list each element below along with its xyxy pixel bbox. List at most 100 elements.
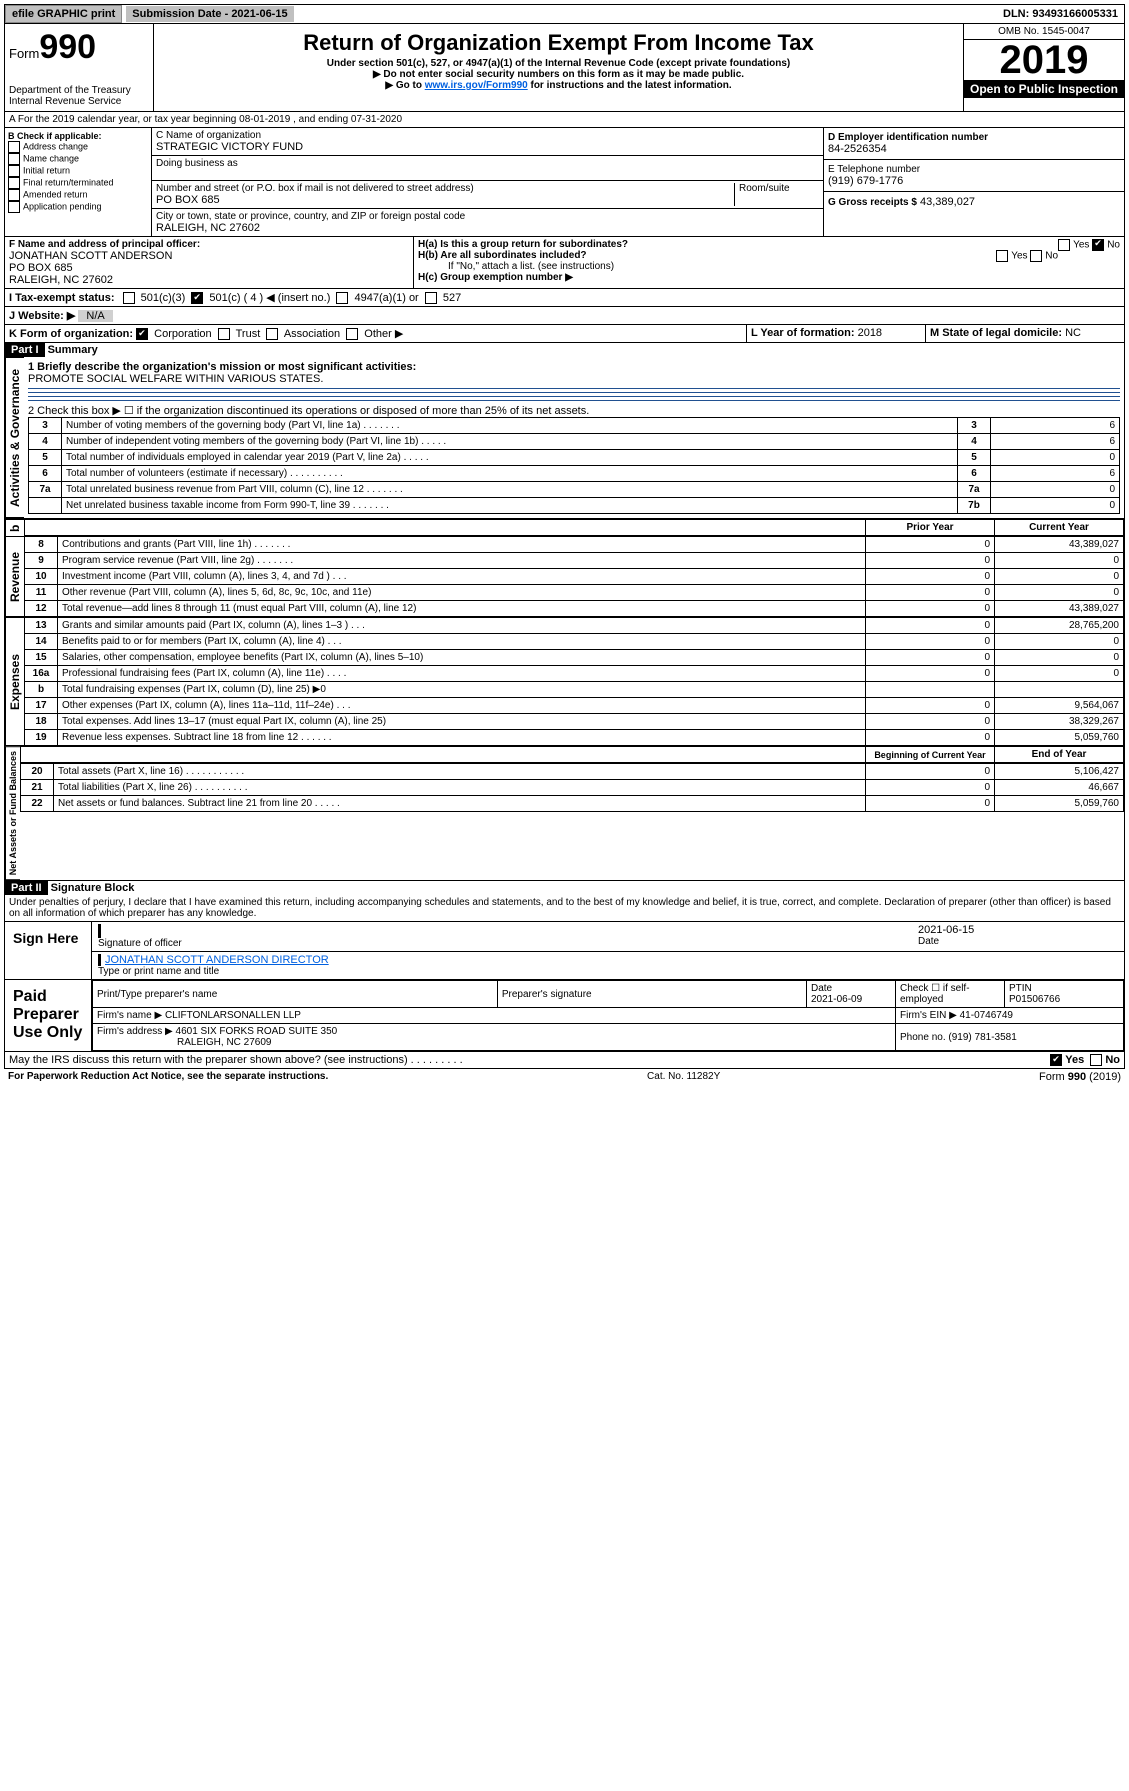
officer-city: RALEIGH, NC 27602 (9, 274, 409, 286)
table-row: 19Revenue less expenses. Subtract line 1… (25, 730, 1124, 746)
name-title-label: Type or print name and title (98, 966, 329, 977)
k-opt-checkbox[interactable] (218, 328, 230, 340)
part2-title: Signature Block (51, 882, 135, 894)
table-row: 11Other revenue (Part VIII, column (A), … (25, 585, 1124, 601)
ha-yes-checkbox[interactable] (1058, 239, 1070, 251)
ein: 84-2526354 (828, 143, 1120, 155)
footer: For Paperwork Reduction Act Notice, see … (4, 1069, 1125, 1085)
table-row: 9Program service revenue (Part VIII, lin… (25, 553, 1124, 569)
officer-addr: PO BOX 685 (9, 262, 409, 274)
b-check-item[interactable]: Initial return (8, 165, 148, 177)
i-opt-checkbox[interactable] (123, 292, 135, 304)
table-row: 3Number of voting members of the governi… (29, 418, 1120, 434)
part2-header: Part II (5, 881, 48, 895)
b-label: B Check if applicable: (8, 131, 148, 141)
discuss-question: May the IRS discuss this return with the… (9, 1054, 463, 1066)
q1-label: 1 Briefly describe the organization's mi… (28, 361, 416, 373)
table-row: 6Total number of volunteers (estimate if… (29, 466, 1120, 482)
subtitle-2: ▶ Do not enter social security numbers o… (158, 69, 959, 80)
self-employed-check[interactable]: Check ☐ if self-employed (896, 981, 1005, 1008)
mission-text: PROMOTE SOCIAL WELFARE WITHIN VARIOUS ST… (28, 373, 1120, 385)
table-row: Net unrelated business taxable income fr… (29, 498, 1120, 514)
k-opt-checkbox[interactable] (266, 328, 278, 340)
form-label: Form (9, 46, 39, 61)
sign-here-block: Sign Here Signature of officer2021-06-15… (4, 922, 1125, 980)
dept-label: Department of the Treasury Internal Reve… (9, 85, 149, 107)
i-opt-checkbox[interactable] (191, 292, 203, 304)
entity-block: B Check if applicable: Address changeNam… (4, 128, 1125, 237)
discuss-yes-checkbox[interactable] (1050, 1054, 1062, 1066)
table-row: 18Total expenses. Add lines 13–17 (must … (25, 714, 1124, 730)
subtitle-1: Under section 501(c), 527, or 4947(a)(1)… (158, 58, 959, 69)
submission-date: Submission Date - 2021-06-15 (126, 6, 293, 22)
perjury-statement: Under penalties of perjury, I declare th… (5, 895, 1124, 921)
k-label: K Form of organization: (9, 328, 133, 340)
j-label: J Website: ▶ (9, 310, 75, 322)
phone: (919) 679-1776 (828, 175, 1120, 187)
table-row: 8Contributions and grants (Part VIII, li… (25, 537, 1124, 553)
room-label: Room/suite (734, 183, 819, 206)
d-label: D Employer identification number (828, 132, 1120, 143)
firm-addr: 4601 SIX FORKS ROAD SUITE 350 (176, 1026, 338, 1037)
part1-title: Summary (48, 344, 98, 356)
table-row: 13Grants and similar amounts paid (Part … (25, 618, 1124, 634)
current-year-header: Current Year (995, 520, 1124, 536)
b-check-item[interactable]: Application pending (8, 201, 148, 213)
b-check-item[interactable]: Address change (8, 141, 148, 153)
hb-no-checkbox[interactable] (1030, 250, 1042, 262)
l-label: L Year of formation: (751, 327, 855, 339)
paid-preparer-block: Paid Preparer Use Only Print/Type prepar… (4, 980, 1125, 1052)
begin-year-header: Beginning of Current Year (866, 747, 995, 763)
prep-date: 2021-06-09 (811, 994, 862, 1005)
hb-note: If "No," attach a list. (see instruction… (418, 261, 1120, 272)
hc-label: H(c) Group exemption number ▶ (418, 272, 573, 283)
gross-receipts: 43,389,027 (920, 196, 975, 208)
sidetab-expenses: Expenses (5, 617, 24, 746)
table-row: 5Total number of individuals employed in… (29, 450, 1120, 466)
sidetab-governance: Activities & Governance (5, 357, 24, 518)
b-check-item[interactable]: Final return/terminated (8, 177, 148, 189)
dln: DLN: 93493166005331 (997, 6, 1124, 22)
pra-notice: For Paperwork Reduction Act Notice, see … (8, 1071, 328, 1083)
org-address: PO BOX 685 (156, 194, 734, 206)
cat-no: Cat. No. 11282Y (647, 1071, 720, 1083)
instructions-link[interactable]: www.irs.gov/Form990 (425, 80, 528, 91)
org-city: RALEIGH, NC 27602 (156, 222, 819, 234)
k-opt-checkbox[interactable] (136, 328, 148, 340)
discuss-no-checkbox[interactable] (1090, 1054, 1102, 1066)
c-name-label: C Name of organization (156, 130, 819, 141)
prep-sig-label: Preparer's signature (497, 981, 806, 1008)
ha-no-checkbox[interactable] (1092, 239, 1104, 251)
open-public-badge: Open to Public Inspection (964, 80, 1124, 98)
tax-year: 2019 (964, 40, 1124, 80)
table-row: 7aTotal unrelated business revenue from … (29, 482, 1120, 498)
firm-phone: (919) 781-3581 (948, 1032, 1016, 1043)
firm-addr2: RALEIGH, NC 27609 (97, 1037, 272, 1048)
i-opt-checkbox[interactable] (425, 292, 437, 304)
website: N/A (78, 310, 112, 322)
table-row: 14Benefits paid to or for members (Part … (25, 634, 1124, 650)
e-label: E Telephone number (828, 164, 1120, 175)
year-formation: 2018 (858, 327, 882, 339)
form-title: Return of Organization Exempt From Incom… (158, 30, 959, 56)
g-label: G Gross receipts $ (828, 197, 917, 208)
table-row: 10Investment income (Part VIII, column (… (25, 569, 1124, 585)
b-check-item[interactable]: Name change (8, 153, 148, 165)
firm-name: CLIFTONLARSONALLEN LLP (165, 1010, 301, 1021)
k-opt-checkbox[interactable] (346, 328, 358, 340)
i-opt-checkbox[interactable] (336, 292, 348, 304)
form-header: Form990 Department of the Treasury Inter… (4, 24, 1125, 112)
city-label: City or town, state or province, country… (156, 211, 819, 222)
table-row: 12Total revenue—add lines 8 through 11 (… (25, 601, 1124, 617)
hb-yes-checkbox[interactable] (996, 250, 1008, 262)
efile-button[interactable]: efile GRAPHIC print (5, 5, 122, 23)
sidetab-revenue: Revenue (5, 536, 24, 617)
addr-label: Number and street (or P.O. box if mail i… (156, 183, 734, 194)
table-row: 17Other expenses (Part IX, column (A), l… (25, 698, 1124, 714)
firm-ein: 41-0746749 (960, 1010, 1013, 1021)
table-row: 21Total liabilities (Part X, line 26) . … (21, 780, 1124, 796)
b-check-item[interactable]: Amended return (8, 189, 148, 201)
officer-signed-name: JONATHAN SCOTT ANDERSON DIRECTOR (105, 954, 329, 966)
form-ref: Form 990 (2019) (1039, 1071, 1121, 1083)
state-domicile: NC (1065, 327, 1081, 339)
